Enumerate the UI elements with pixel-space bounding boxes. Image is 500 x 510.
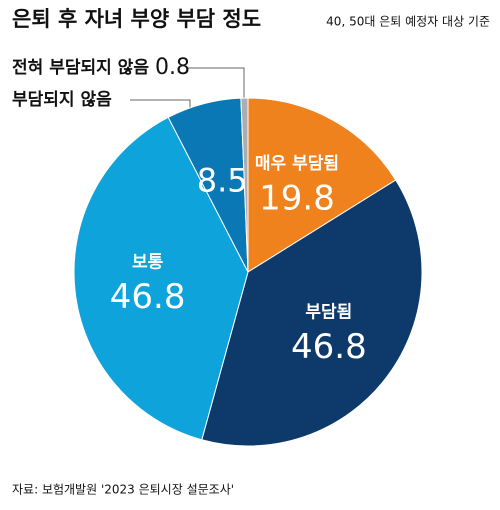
chart-title: 은퇴 후 자녀 부양 부담 정도 bbox=[12, 7, 261, 31]
pie-slice bbox=[201, 179, 423, 447]
chart-subtitle: 40, 50대 은퇴 예정자 대상 기준 bbox=[326, 15, 490, 29]
category-label: 부담됨 bbox=[305, 301, 352, 322]
pie-slice bbox=[73, 116, 249, 441]
value-label: 19.8 bbox=[259, 178, 335, 218]
category-label: 보통 bbox=[132, 252, 164, 272]
value-label: 46.8 bbox=[110, 277, 186, 317]
pie-slice bbox=[247, 97, 397, 273]
category-label: 부담되지 않음 bbox=[12, 90, 112, 110]
value-label: 46.8 bbox=[291, 327, 367, 367]
category-label: 매우 부담됨 bbox=[255, 153, 339, 174]
pie-slice bbox=[240, 97, 249, 273]
value-label: 8.5 bbox=[197, 161, 248, 199]
source: 자료: 보험개발원 '2023 은퇴시장 설문조사' bbox=[12, 483, 234, 497]
leader-line bbox=[188, 67, 245, 100]
slice-label: 전혀 부담되지 않음 0.8 bbox=[12, 55, 190, 80]
value-label: 0.8 bbox=[155, 55, 190, 80]
category-name: 전혀 부담되지 않음 bbox=[12, 58, 149, 78]
